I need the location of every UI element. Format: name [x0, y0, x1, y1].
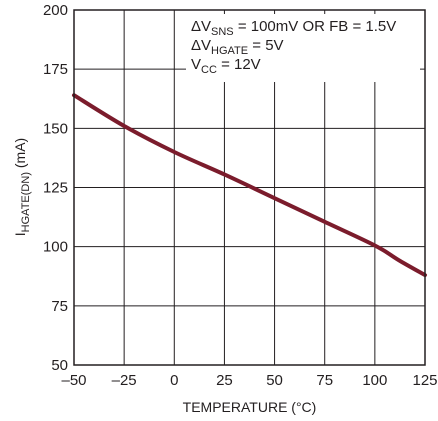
annotation-line: VCC = 12V	[191, 56, 261, 76]
y-tick-label: 150	[43, 120, 68, 137]
y-tick-label: 75	[51, 298, 68, 315]
x-tick-label: 100	[362, 372, 387, 389]
y-axis-label-main: I	[12, 232, 28, 236]
y-tick-label: 125	[43, 180, 68, 197]
y-tick-label: 100	[43, 239, 68, 256]
y-axis-label-unit: (mA)	[12, 138, 28, 172]
annotation-background	[186, 14, 420, 82]
x-tick-label: 50	[266, 372, 283, 389]
y-axis-label-sub: HGATE(DN)	[20, 172, 32, 232]
x-tick-label: 75	[316, 372, 333, 389]
annotation-line: ΔVHGATE = 5V	[191, 37, 284, 57]
plot-frame	[73, 9, 426, 366]
x-tick-label: 0	[170, 372, 178, 389]
x-tick-label: –25	[112, 372, 137, 389]
y-tick-label: 50	[51, 357, 68, 374]
y-tick-label: 200	[43, 2, 68, 19]
x-tick-label: 25	[216, 372, 233, 389]
series-line	[72, 93, 427, 278]
tick-labels: –50 –25 0 25 50 75 100 125 50 75 100 125 150 175 200	[43, 2, 438, 389]
y-axis-label: IHGATE(DN) (mA)	[12, 138, 32, 236]
y-tick-label: 175	[43, 61, 68, 78]
annotation-line: ΔVSNS = 100mV OR FB = 1.5V	[191, 18, 396, 38]
x-axis-label: TEMPERATURE (°C)	[183, 399, 317, 415]
x-tick-label: –50	[61, 372, 86, 389]
x-tick-label: 125	[412, 372, 437, 389]
